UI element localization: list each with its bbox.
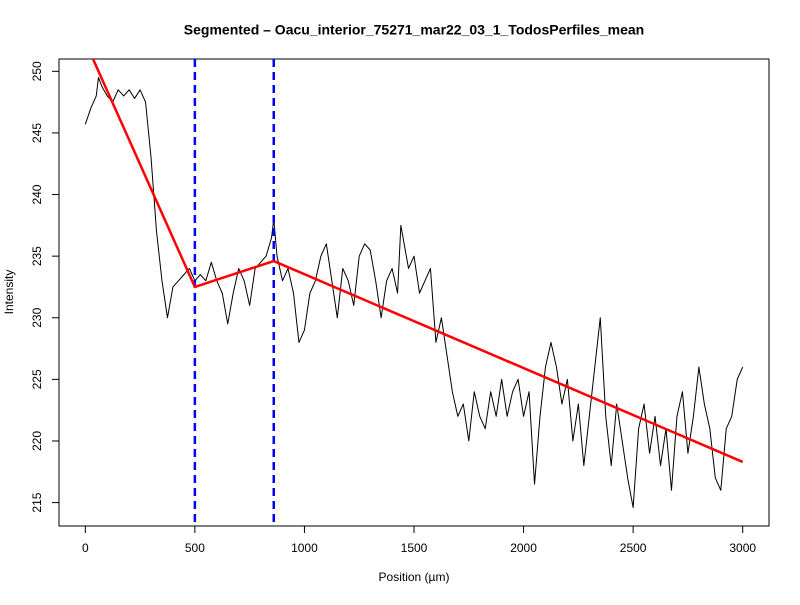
y-tick-label: 230 xyxy=(30,307,44,327)
x-tick-label: 2000 xyxy=(510,541,537,555)
y-axis-label: Intensity xyxy=(2,270,16,315)
x-tick-label: 3000 xyxy=(729,541,756,555)
x-tick-label: 0 xyxy=(82,541,89,555)
x-tick-label: 1500 xyxy=(401,541,428,555)
x-tick-label: 2500 xyxy=(620,541,647,555)
y-tick-label: 245 xyxy=(30,123,44,143)
y-tick-label: 220 xyxy=(30,431,44,451)
x-tick-label: 1000 xyxy=(291,541,318,555)
x-axis-label: Position (µm) xyxy=(379,570,450,584)
x-tick-label: 500 xyxy=(185,541,205,555)
y-tick-label: 250 xyxy=(30,61,44,81)
y-tick-label: 235 xyxy=(30,246,44,266)
chart-title: Segmented – Oacu_interior_75271_mar22_03… xyxy=(184,22,644,38)
y-tick-label: 240 xyxy=(30,184,44,204)
y-tick-label: 225 xyxy=(30,369,44,389)
y-tick-label: 215 xyxy=(30,492,44,512)
